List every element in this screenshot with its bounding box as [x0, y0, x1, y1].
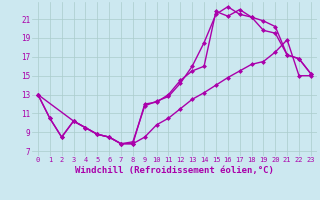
X-axis label: Windchill (Refroidissement éolien,°C): Windchill (Refroidissement éolien,°C): [75, 166, 274, 175]
